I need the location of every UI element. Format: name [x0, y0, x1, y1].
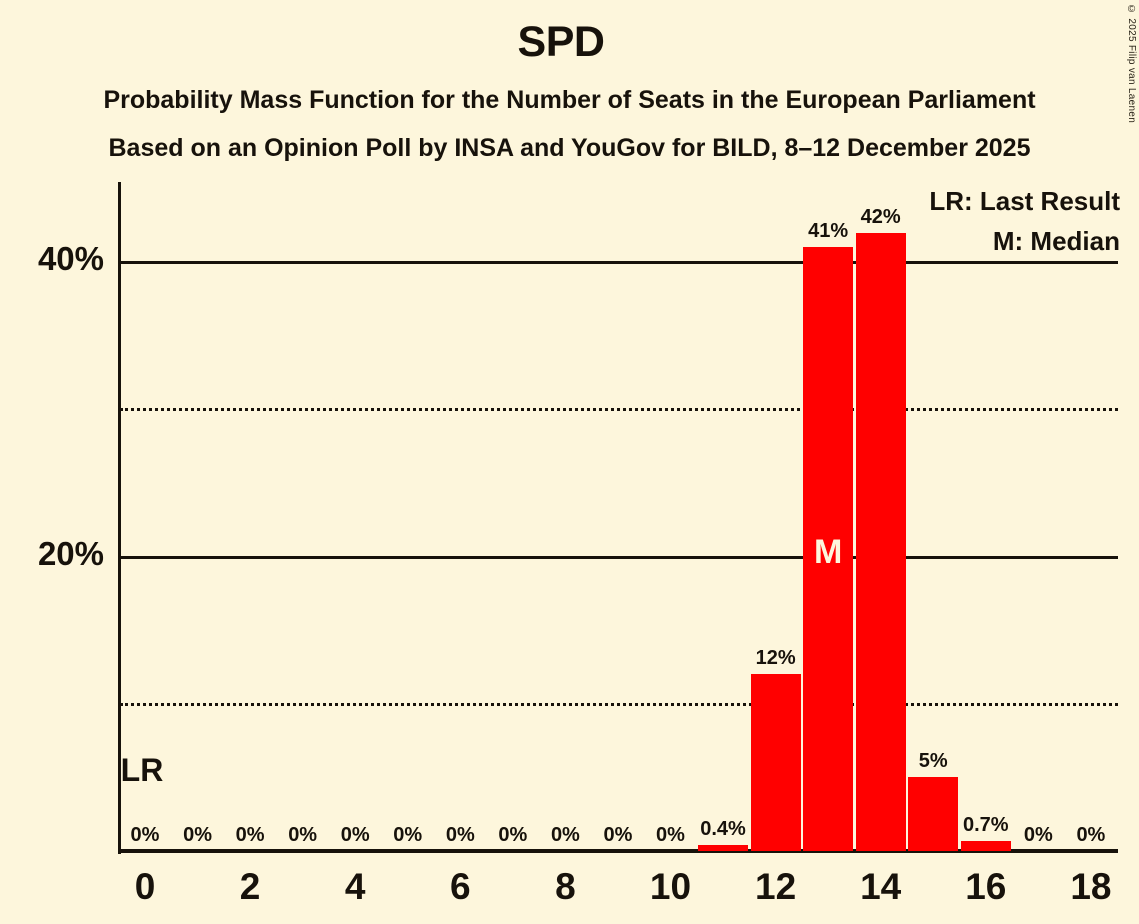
bar-label-seat-18: 0%	[1076, 824, 1106, 846]
x-axis-tick-10: 10	[649, 866, 692, 907]
bar-seat-12	[750, 674, 801, 851]
x-axis-tick-0: 0	[134, 866, 156, 907]
bar-label-seat-17: 0%	[1023, 824, 1053, 846]
bar-label-seat-6: 0%	[445, 824, 475, 846]
x-axis-tick-16: 16	[965, 866, 1007, 907]
chart-subtitle-primary: Probability Mass Function for the Number…	[103, 86, 1036, 114]
bar-label-seat-16: 0.7%	[963, 813, 1009, 836]
bar-label-seat-9: 0%	[603, 824, 633, 846]
bar-label-seat-12: 12%	[755, 647, 796, 670]
gridline-30pct	[120, 408, 1118, 412]
bar-label-seat-11: 0.4%	[700, 818, 746, 841]
bar-label-seat-4: 0%	[340, 824, 370, 846]
bar-label-seat-7: 0%	[498, 824, 528, 846]
bar-seat-16	[960, 840, 1011, 851]
x-axis-tick-2: 2	[239, 866, 261, 907]
y-axis-line	[118, 182, 121, 854]
bar-seat-13	[803, 247, 854, 851]
copyright-notice: © 2025 Filip van Laenen	[1126, 4, 1137, 124]
gridline-20pct	[120, 555, 1118, 559]
bar-seat-11	[698, 845, 749, 851]
x-axis-tick-6: 6	[450, 866, 471, 907]
bar-label-seat-3: 0%	[288, 824, 318, 846]
bar-label-seat-0: 0%	[130, 824, 160, 846]
bar-label-seat-5: 0%	[393, 824, 423, 846]
x-axis-tick-8: 8	[555, 866, 576, 907]
bar-seat-15	[908, 777, 959, 851]
y-axis-label-20pct: 20%	[37, 534, 104, 572]
gridline-40pct	[120, 261, 1118, 264]
bar-label-seat-2: 0%	[235, 824, 265, 846]
legend-last-result: LR: Last Result	[929, 186, 1120, 216]
bar-label-seat-14: 42%	[860, 205, 901, 228]
last-result-marker: LR	[120, 752, 164, 788]
bar-label-seat-15: 5%	[918, 750, 948, 773]
bar-label-seat-10: 0%	[656, 824, 685, 846]
bar-seat-14	[855, 232, 906, 851]
legend-median: M: Median	[992, 226, 1120, 256]
x-axis-tick-14: 14	[860, 866, 902, 907]
x-axis-tick-4: 4	[344, 866, 366, 907]
x-axis-line	[118, 849, 1118, 853]
x-axis-tick-12: 12	[755, 866, 797, 907]
bar-label-seat-13: 41%	[808, 220, 849, 243]
y-axis-label-40pct: 40%	[37, 240, 104, 277]
bar-label-seat-1: 0%	[183, 824, 212, 846]
bar-label-seat-8: 0%	[550, 824, 580, 846]
median-marker: M	[813, 533, 843, 571]
gridline-10pct	[120, 702, 1118, 706]
page-title: SPD	[517, 18, 605, 66]
x-axis-tick-18: 18	[1070, 866, 1112, 907]
chart-subtitle-source: Based on an Opinion Poll by INSA and You…	[108, 134, 1031, 162]
